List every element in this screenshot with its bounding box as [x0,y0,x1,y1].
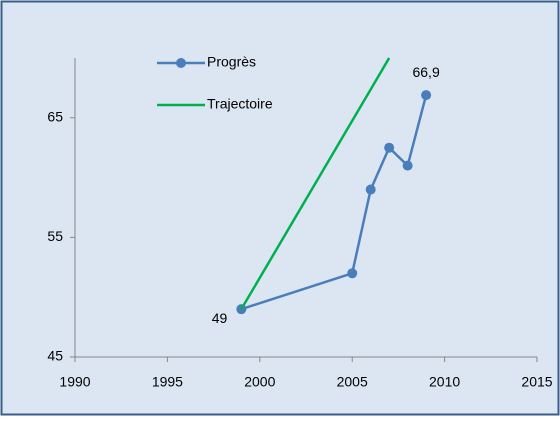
series-line [240,57,391,310]
point [365,184,376,195]
x-tick-label: 2010 [429,374,460,390]
point [402,160,413,171]
y-tick-label: 45 [47,348,63,364]
x-tick-label: 1995 [152,374,183,390]
x-tick-label: 2005 [337,374,368,390]
legend-marker [176,58,186,68]
legend-label: Trajectoire [207,96,273,112]
point [421,90,432,101]
point [347,268,358,279]
legend-label: Progrès [207,54,256,70]
data-label: 49 [212,310,228,326]
data-label: 66,9 [412,64,439,80]
series-line [240,94,428,311]
y-tick-label: 65 [47,109,63,125]
x-tick-label: 1990 [59,374,90,390]
x-tick-label: 2015 [521,374,552,390]
y-tick-label: 55 [47,228,63,244]
point [384,142,395,153]
x-tick-label: 2000 [244,374,275,390]
